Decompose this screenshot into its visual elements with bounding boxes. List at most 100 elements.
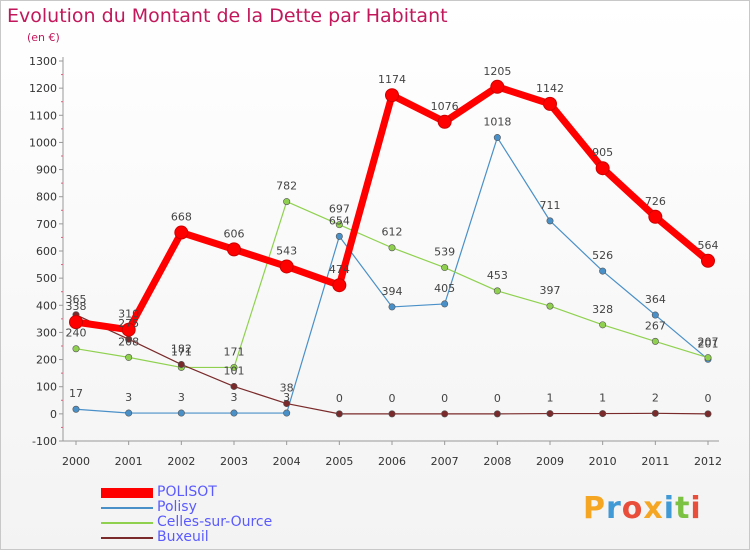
data-label: 543 bbox=[276, 244, 297, 257]
data-point bbox=[227, 242, 241, 257]
data-point bbox=[651, 409, 659, 417]
data-label: 1018 bbox=[483, 116, 511, 129]
x-tick-label: 2006 bbox=[378, 455, 406, 468]
data-point bbox=[69, 315, 83, 330]
x-tick-label: 2001 bbox=[115, 455, 143, 468]
y-tick-label: 1200 bbox=[29, 82, 57, 95]
data-point bbox=[648, 209, 663, 224]
y-tick-label: 900 bbox=[36, 164, 57, 177]
data-label: 1174 bbox=[378, 73, 406, 86]
data-point bbox=[283, 198, 291, 206]
legend-label: Buxeuil bbox=[157, 529, 209, 545]
data-label: 0 bbox=[441, 392, 448, 405]
data-point bbox=[546, 302, 554, 310]
data-label: 905 bbox=[592, 146, 613, 159]
x-tick-label: 2012 bbox=[694, 455, 722, 468]
data-label: 394 bbox=[382, 285, 403, 298]
data-label: 0 bbox=[336, 392, 343, 405]
data-label: 564 bbox=[698, 239, 719, 252]
data-point bbox=[441, 300, 449, 308]
data-label: 539 bbox=[434, 246, 455, 259]
y-tick-label: 600 bbox=[36, 245, 57, 258]
data-point bbox=[283, 409, 291, 417]
data-point bbox=[388, 303, 396, 311]
y-tick-label: 300 bbox=[36, 326, 57, 339]
chart-subtitle: (en €) bbox=[27, 31, 60, 44]
data-point bbox=[177, 360, 185, 368]
data-point bbox=[388, 410, 396, 418]
data-point bbox=[704, 354, 712, 362]
data-label: 606 bbox=[224, 227, 245, 240]
data-point bbox=[388, 244, 396, 252]
legend-swatch bbox=[101, 522, 153, 524]
data-point bbox=[125, 409, 133, 417]
data-point bbox=[437, 114, 452, 129]
data-label: 405 bbox=[434, 282, 455, 295]
data-label: 3 bbox=[283, 391, 290, 404]
data-point bbox=[177, 409, 185, 417]
data-point bbox=[125, 353, 133, 361]
data-point bbox=[279, 259, 294, 274]
data-point bbox=[651, 337, 659, 345]
data-point bbox=[335, 232, 343, 240]
legend-label: Celles-sur-Ource bbox=[157, 514, 273, 530]
proxiti-logo: Proxiti bbox=[583, 491, 702, 526]
data-label: 310 bbox=[118, 308, 139, 321]
data-label: 3 bbox=[231, 391, 238, 404]
data-label: 328 bbox=[592, 303, 613, 316]
data-label: 1142 bbox=[536, 82, 564, 95]
x-tick-label: 2007 bbox=[431, 455, 459, 468]
data-label: 240 bbox=[66, 327, 87, 340]
data-label: 612 bbox=[382, 226, 403, 239]
data-label: 0 bbox=[494, 392, 501, 405]
data-label: 726 bbox=[645, 195, 666, 208]
data-point bbox=[72, 345, 80, 353]
data-label: 208 bbox=[118, 335, 139, 348]
data-label: 668 bbox=[171, 211, 192, 224]
data-label: 38 bbox=[280, 382, 294, 395]
y-tick-label: 100 bbox=[36, 381, 57, 394]
data-point bbox=[335, 410, 343, 418]
legend-swatch bbox=[101, 537, 153, 539]
x-tick-label: 2004 bbox=[273, 455, 301, 468]
data-label: 207 bbox=[698, 336, 719, 349]
data-label: 526 bbox=[592, 249, 613, 262]
data-label: 1 bbox=[599, 392, 606, 405]
y-tick-label: 1000 bbox=[29, 136, 57, 149]
legend-swatch bbox=[101, 488, 153, 498]
y-tick-label: 0 bbox=[50, 408, 57, 421]
data-label: 171 bbox=[224, 345, 245, 358]
data-label: 17 bbox=[69, 387, 83, 400]
data-label: 654 bbox=[329, 214, 350, 227]
data-point bbox=[335, 221, 343, 229]
data-label: 1 bbox=[547, 392, 554, 405]
y-tick-label: 700 bbox=[36, 218, 57, 231]
data-label: 782 bbox=[276, 180, 297, 193]
x-tick-label: 2011 bbox=[641, 455, 669, 468]
data-point bbox=[599, 267, 607, 275]
data-label: 365 bbox=[66, 293, 87, 306]
y-tick-label: 400 bbox=[36, 299, 57, 312]
data-label: 1205 bbox=[483, 65, 511, 78]
data-label: 3 bbox=[125, 391, 132, 404]
data-label: 101 bbox=[224, 364, 245, 377]
data-point bbox=[595, 161, 610, 176]
chart-title: Evolution du Montant de la Dette par Hab… bbox=[7, 5, 448, 27]
x-tick-label: 2008 bbox=[483, 455, 511, 468]
x-tick-label: 2010 bbox=[589, 455, 617, 468]
data-point bbox=[230, 363, 238, 371]
y-tick-label: -100 bbox=[32, 435, 57, 448]
y-tick-label: 800 bbox=[36, 191, 57, 204]
data-point bbox=[441, 410, 449, 418]
data-label: 364 bbox=[645, 293, 666, 306]
data-label: 1076 bbox=[431, 100, 459, 113]
data-point bbox=[72, 405, 80, 413]
data-label: 201 bbox=[698, 337, 719, 350]
x-tick-label: 2002 bbox=[167, 455, 195, 468]
legend-label: POLISOT bbox=[157, 484, 217, 500]
data-point bbox=[230, 382, 238, 390]
data-label: 0 bbox=[389, 392, 396, 405]
data-label: 697 bbox=[329, 203, 350, 216]
data-label: 711 bbox=[540, 199, 561, 212]
